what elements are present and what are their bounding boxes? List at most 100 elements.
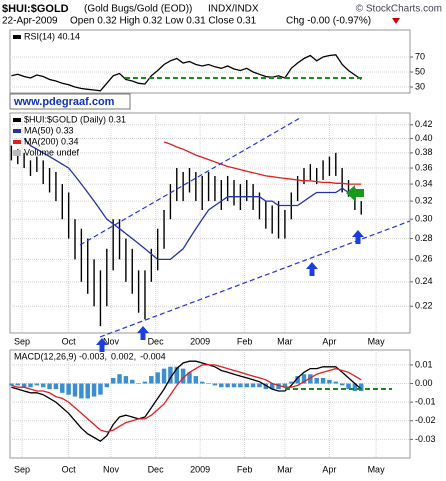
histogram-bar <box>219 383 224 388</box>
x-tick-label: 2009 <box>190 464 210 474</box>
histogram-bar <box>193 376 199 384</box>
y-tick-label: -0.03 <box>415 434 436 444</box>
histogram-bar <box>180 368 186 384</box>
series-line <box>11 364 362 433</box>
histogram-bar <box>263 383 269 390</box>
x-tick-label: Sep <box>14 336 30 346</box>
histogram-bar <box>225 383 230 388</box>
histogram-bar <box>295 376 300 384</box>
x-tick-label: Dec <box>148 336 165 346</box>
up-arrow <box>352 230 364 244</box>
histogram-bar <box>289 381 294 384</box>
histogram-bar <box>149 376 154 384</box>
histogram-bar <box>168 366 173 384</box>
histogram-bar <box>282 383 288 388</box>
symbol: $HUI:$GOLD <box>2 3 69 15</box>
date: 22-Apr-2009 <box>2 16 58 27</box>
annotations: www.pdegraaf.com <box>9 77 411 390</box>
legend-swatch <box>13 118 21 122</box>
y-tick-label: 0.01 <box>415 359 433 369</box>
up-arrow <box>96 338 108 352</box>
y-tick-label: 0.30 <box>415 214 433 224</box>
histogram-bar <box>47 383 52 390</box>
histogram-bar <box>91 383 97 397</box>
y-tick-label: 70 <box>415 51 425 61</box>
legend-swatch <box>13 129 21 133</box>
histogram-bar <box>257 383 262 388</box>
y-tick-label: 0.24 <box>415 276 433 286</box>
quote: Open 0.32 High 0.32 Low 0.31 Close 0.31 <box>70 16 257 27</box>
y-tick-label: 0.22 <box>415 301 433 311</box>
watermark-box <box>9 93 131 110</box>
rsi-panel <box>9 29 411 94</box>
down-triangle <box>392 18 400 24</box>
histogram-bar <box>110 377 116 384</box>
x-tick-label: Feb <box>237 464 253 474</box>
histogram-bar <box>339 383 345 386</box>
price-panel <box>9 112 411 334</box>
histogram-bar <box>28 383 33 388</box>
legend-entry: $HUI:$GOLD (Daily) 0.31 <box>24 114 126 124</box>
histogram-bar <box>136 383 141 385</box>
histogram-bar <box>308 374 313 384</box>
histogram-bar <box>346 383 351 390</box>
legend-entry: 0.002, <box>111 351 136 361</box>
y-tick-label: 50 <box>415 66 425 76</box>
histogram-bar <box>327 379 332 384</box>
histogram-bar <box>301 374 307 384</box>
y-tick-label: 30 <box>415 81 425 91</box>
histogram-bar <box>231 383 237 388</box>
histogram-bar <box>117 374 122 384</box>
histogram-bar <box>72 383 78 397</box>
histogram-bar <box>187 372 192 384</box>
histogram-bar <box>314 377 319 384</box>
histogram-bar <box>53 383 59 390</box>
legend-entry: -0.004 <box>140 351 166 361</box>
x-tick-label: Oct <box>62 464 77 474</box>
y-tick-label: 0.42 <box>415 119 433 129</box>
index-name: (Gold Bugs/Gold (EOD)) <box>84 4 192 15</box>
y-tick-label: -0.02 <box>415 415 436 425</box>
histogram-bar <box>60 383 65 393</box>
histogram-bar <box>130 379 135 384</box>
y-tick-label: 0.32 <box>415 195 433 205</box>
histogram-bar <box>155 372 160 384</box>
source: © StockCharts.com <box>356 4 442 15</box>
histogram-bar <box>212 383 218 386</box>
upper-trendline <box>79 117 301 246</box>
up-arrow <box>306 262 318 276</box>
y-tick-label: 0.00 <box>415 378 433 388</box>
x-tick-label: Mar <box>277 336 293 346</box>
exchange: INDX/INDX <box>208 4 259 15</box>
histogram-bar <box>333 381 339 384</box>
histogram-bar <box>199 381 205 384</box>
histogram-bar <box>40 383 46 388</box>
x-tick-label: Sep <box>14 464 30 474</box>
histogram-bar <box>161 368 167 384</box>
histogram-bar <box>79 383 84 399</box>
x-tick-label: May <box>368 464 386 474</box>
x-tick-label: Mar <box>277 464 293 474</box>
watermark: www.pdegraaf.com <box>13 96 115 108</box>
histogram-bar <box>174 366 180 384</box>
legend-swatch <box>13 140 21 144</box>
histogram-bar <box>34 383 40 386</box>
x-tick-label: Nov <box>103 464 120 474</box>
x-tick-label: 2009 <box>190 336 210 346</box>
legend-entry: MA(50) 0.33 <box>24 125 74 135</box>
y-tick-label: 0.36 <box>415 162 433 172</box>
macd-panel <box>9 349 411 459</box>
y-tick-label: 0.28 <box>415 233 433 243</box>
histogram-bar <box>238 383 243 388</box>
x-tick-label: Nov <box>103 336 120 346</box>
y-tick-label: 0.40 <box>415 133 433 143</box>
legend-swatch <box>13 35 21 39</box>
y-tick-label: 0.26 <box>415 254 433 264</box>
series-line <box>11 360 362 442</box>
plot-layer: 30 50 70 RSI(14) 40.14 0.22 0.24 0.26 0.28 0.30 0… <box>9 31 436 474</box>
legend-swatch <box>13 150 21 156</box>
series-line <box>11 54 362 92</box>
x-tick-label: Apr <box>322 336 336 346</box>
y-tick-label: -0.01 <box>415 397 436 407</box>
